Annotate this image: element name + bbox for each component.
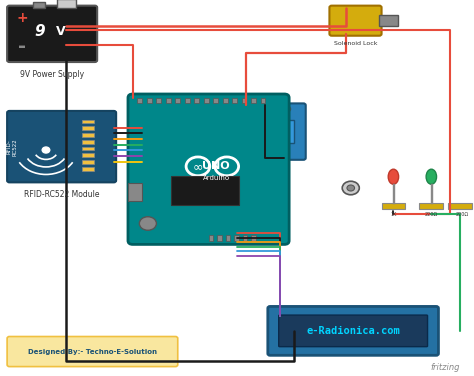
Text: fritzing: fritzing [430,363,460,372]
Bar [166,98,171,103]
Bar [209,235,213,241]
Bar [217,235,222,241]
Bar [251,98,256,103]
Text: UNO: UNO [202,161,230,171]
Text: -: - [18,38,26,56]
Text: 9: 9 [34,24,45,39]
Bar [147,98,152,103]
Bar [194,98,199,103]
FancyBboxPatch shape [268,306,438,355]
Bar [175,98,180,103]
Bar [419,203,443,209]
Circle shape [347,185,355,191]
Bar [171,176,239,205]
Bar [243,235,247,241]
Text: +: + [17,11,28,25]
Bar [448,203,472,209]
Text: V: V [56,25,65,38]
Bar [156,98,161,103]
Bar [251,235,256,241]
FancyBboxPatch shape [7,337,178,367]
Bar [382,203,405,209]
Bar [213,98,218,103]
Bar [223,98,228,103]
Bar [82,160,94,164]
Text: Solenoid Lock: Solenoid Lock [334,41,377,46]
Bar [128,183,142,201]
Text: e-Radionica.com: e-Radionica.com [306,326,400,336]
Text: 220Ω: 220Ω [425,212,438,217]
Circle shape [245,106,253,112]
Bar [82,153,94,157]
FancyBboxPatch shape [329,6,382,36]
Ellipse shape [388,169,399,184]
Text: 220Ω: 220Ω [456,212,469,217]
Bar [379,15,398,26]
Text: Designed By:- Techno-E-Solution: Designed By:- Techno-E-Solution [28,349,157,355]
Bar [82,120,94,123]
Text: RFID-
RC522: RFID- RC522 [7,138,17,156]
FancyBboxPatch shape [235,103,306,160]
Circle shape [264,106,272,112]
Text: 9V Power Supply: 9V Power Supply [20,70,84,79]
Circle shape [283,106,291,112]
Text: ∞: ∞ [193,160,203,173]
Bar [33,2,45,8]
Circle shape [42,147,50,153]
Bar [261,98,265,103]
Bar [232,98,237,103]
Circle shape [342,181,359,195]
Bar [246,117,275,143]
FancyBboxPatch shape [7,111,116,182]
Bar [137,98,142,103]
Bar [82,147,94,150]
Bar [280,120,294,143]
FancyBboxPatch shape [7,6,97,62]
Bar [185,98,190,103]
Bar [82,167,94,171]
Bar [242,98,246,103]
Ellipse shape [426,169,437,184]
Bar [226,235,230,241]
Bar [82,133,94,137]
Text: 1K: 1K [390,212,397,217]
Bar [82,126,94,130]
FancyBboxPatch shape [128,94,289,244]
Text: RFID-RC522 Module: RFID-RC522 Module [24,190,100,199]
Bar [234,235,239,241]
Text: Arduino: Arduino [202,175,230,181]
Bar [82,140,94,144]
Bar [57,0,76,8]
FancyBboxPatch shape [279,315,428,347]
Circle shape [139,217,156,230]
Bar [204,98,209,103]
